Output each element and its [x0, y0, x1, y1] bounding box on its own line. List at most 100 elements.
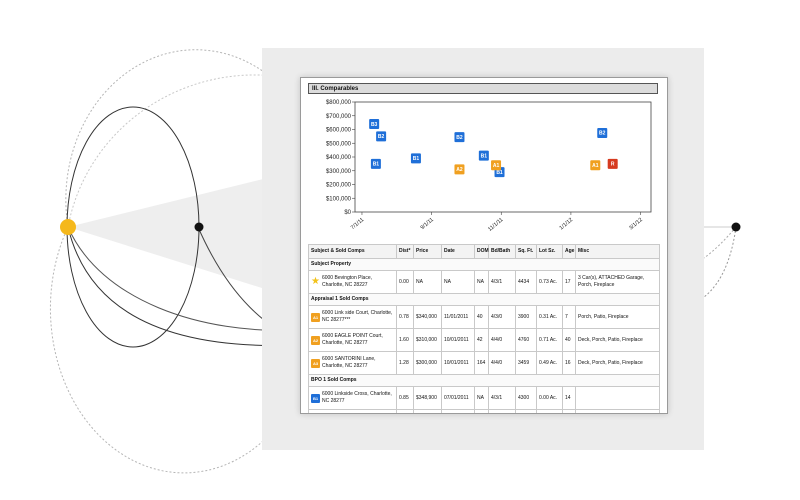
bdbath-cell: 4/3/0 — [488, 305, 516, 329]
section-title: III. Comparables — [308, 83, 658, 94]
dist-cell: 0.07 — [396, 409, 414, 413]
point-label: A1 — [592, 163, 599, 169]
table-row: B26000 Coburn Court, Charlotte, NC 28277… — [308, 409, 660, 413]
age-cell: 7 — [562, 305, 576, 329]
solid-curve — [67, 226, 301, 347]
address-cell: B1 6000 Linkside Cross, Charlotte, NC 282… — [308, 386, 397, 410]
y-tick-label: $200,000 — [326, 183, 352, 189]
table-row: ★ 6000 Bevington Place, Charlotte, NC 282… — [308, 270, 660, 294]
point-label: B3 — [371, 122, 378, 128]
column-header: Lot Sz. — [536, 244, 563, 259]
misc-cell: Deck, Porch, Patio, Fireplace — [575, 351, 660, 375]
age-cell: 18 — [562, 409, 576, 413]
price-cell: $340,000 — [413, 305, 442, 329]
point-marker-a1 — [491, 160, 502, 171]
table-row: A1 6000 Link side Court, Charlotte, NC 28… — [308, 305, 660, 329]
dom-cell: 40 — [474, 305, 489, 329]
column-header: Misc — [575, 244, 660, 259]
x-tick-label: 1/1/12 — [559, 217, 575, 231]
address-text: 6000 Linkside Cross, Charlotte, NC 28277 — [322, 391, 392, 404]
address-text: 6000 SANTORINI Lane, Charlotte, NC 28277 — [322, 356, 376, 369]
point-marker-r — [607, 158, 618, 169]
bdbath-cell: 4/4/0 — [488, 328, 516, 352]
address-cell: A3 6000 SANTORINI Lane, Charlotte, NC 282… — [308, 351, 397, 375]
column-header: DOM — [474, 244, 489, 259]
sqft-cell: 3274 — [515, 409, 537, 413]
point-label: B2 — [599, 131, 606, 137]
point-marker-b2 — [454, 132, 465, 143]
point-label: R — [611, 162, 615, 168]
group-header-row: Subject Property — [308, 258, 660, 271]
misc-cell: Porch, Patio, Fireplace — [575, 305, 660, 329]
sqft-cell: 3459 — [515, 351, 537, 375]
group-label: BPO 1 Sold Comps — [308, 374, 660, 387]
y-tick-label: $0 — [344, 210, 351, 216]
sqft-cell: 4300 — [515, 386, 537, 410]
star-icon: ★ — [311, 276, 320, 287]
dom-cell: 164 — [474, 351, 489, 375]
y-tick-label: $300,000 — [326, 169, 352, 175]
point-marker-b1 — [370, 158, 381, 169]
y-tick-label: $400,000 — [326, 155, 352, 161]
date-cell: 10/01/2011 — [441, 328, 475, 352]
point-label: A1 — [493, 163, 500, 169]
price-cell: NA — [413, 270, 442, 294]
point-marker-b2 — [597, 127, 608, 138]
address-cell: B26000 Coburn Court, Charlotte, NC 28277… — [308, 409, 397, 413]
point-label: B1 — [413, 156, 420, 162]
column-header: Dist* — [396, 244, 414, 259]
price-cell: $310,000 — [413, 328, 442, 352]
column-header: Subject & Sold Comps — [308, 244, 397, 259]
column-header: Date — [441, 244, 475, 259]
x-tick-label: 3/1/12 — [628, 217, 644, 231]
sqft-cell: 4434 — [515, 270, 537, 294]
date-cell: 11/01/2011 — [441, 305, 475, 329]
y-tick-label: $700,000 — [326, 114, 352, 120]
dom-cell: NA — [474, 409, 489, 413]
misc-cell — [575, 386, 660, 410]
point-marker-a1 — [590, 160, 601, 171]
table-header-row: Subject & Sold Comps Dist* Price Date DOM Bd/… — [308, 244, 660, 259]
lot-cell: 0.31 Ac. — [536, 305, 563, 329]
price-cell: $348,900 — [413, 386, 442, 410]
sqft-cell: 3900 — [515, 305, 537, 329]
hub-node — [60, 219, 76, 235]
lot-cell: 0.73 Ac. — [536, 270, 563, 294]
point-label: B2 — [456, 135, 463, 141]
bdbath-cell: 4/3/1 — [488, 270, 516, 294]
date-cell: 08/01/2011 — [441, 409, 475, 413]
lot-cell: 0.00 Ac. — [536, 409, 563, 413]
address-text: 6000 Bevington Place, Charlotte, NC 2822… — [321, 275, 373, 288]
age-cell: 14 — [562, 386, 576, 410]
point-label: A2 — [456, 167, 463, 173]
y-tick-label: $100,000 — [326, 196, 352, 202]
table-row: B1 6000 Linkside Cross, Charlotte, NC 282… — [308, 386, 660, 410]
point-marker-b2 — [376, 131, 387, 142]
plot-area — [354, 101, 652, 213]
lot-cell: 0.71 Ac. — [536, 328, 563, 352]
solid-curve — [67, 226, 301, 331]
node-dot — [731, 222, 741, 232]
age-cell: 40 — [562, 328, 576, 352]
dist-cell: 1.60 — [396, 328, 414, 352]
node-dot — [194, 222, 204, 232]
address-text: 6000 Link side Court, Charlotte, NC 2827… — [322, 310, 393, 323]
comps-table: Subject & Sold Comps Dist* Price Date DOM Bd/… — [308, 244, 660, 413]
point-label: B1 — [481, 153, 488, 159]
column-header: Sq. Ft. — [515, 244, 537, 259]
dist-cell: 0.00 — [396, 270, 414, 294]
dist-cell: 1.28 — [396, 351, 414, 375]
y-tick-label: $800,000 — [326, 100, 352, 106]
x-tick-label: 11/1/11 — [487, 217, 504, 233]
age-cell: 17 — [562, 270, 576, 294]
dist-cell: 0.78 — [396, 305, 414, 329]
date-cell: NA — [441, 270, 475, 294]
table-row: A2 6000 EAGLE POINT Court, Charlotte, NC … — [308, 328, 660, 352]
point-label: B1 — [373, 162, 380, 168]
address-cell: A2 6000 EAGLE POINT Court, Charlotte, NC … — [308, 328, 397, 352]
sqft-cell: 4760 — [515, 328, 537, 352]
dotted-arc-right — [703, 226, 737, 259]
date-cell: 10/01/2011 — [441, 351, 475, 375]
column-header: Price — [413, 244, 442, 259]
